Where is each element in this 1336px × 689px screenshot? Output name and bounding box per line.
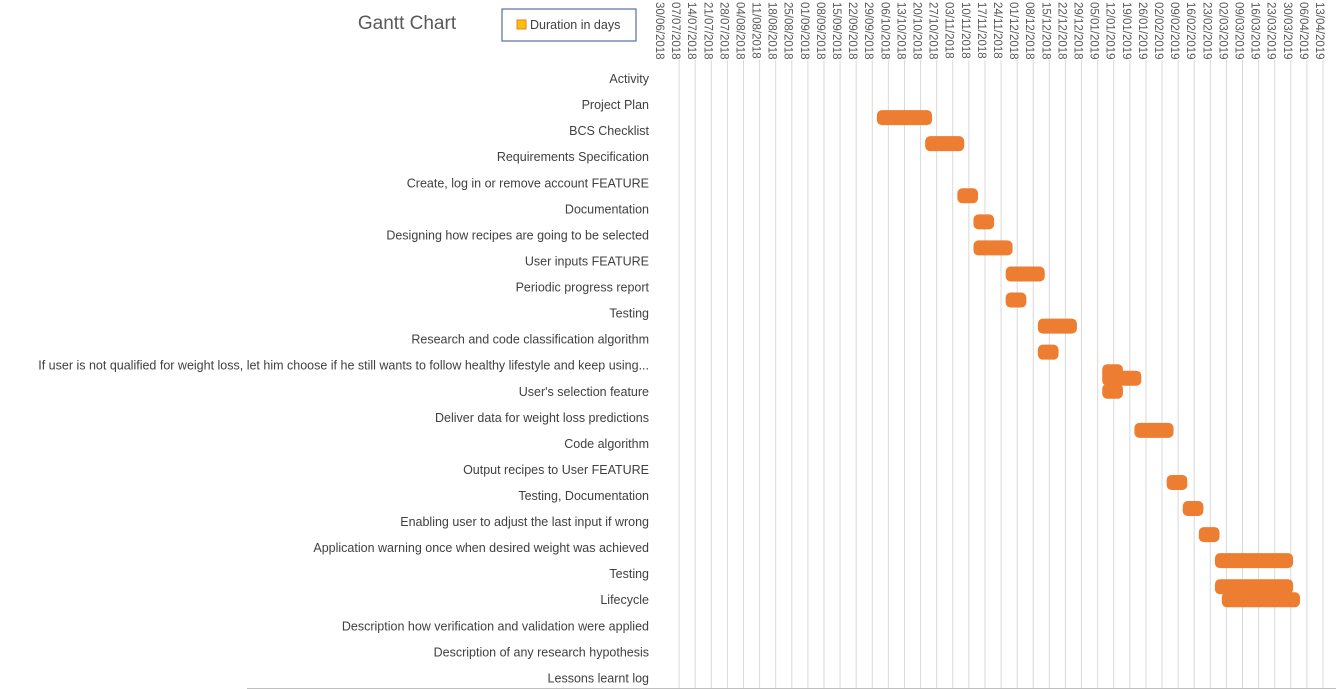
gantt-bar xyxy=(1166,474,1188,490)
gantt-bar xyxy=(1102,383,1123,399)
x-tick-label: 17/11/2018 xyxy=(975,2,987,59)
gantt-bar xyxy=(1005,292,1027,308)
x-tick-label: 22/09/2018 xyxy=(846,2,858,60)
x-tick-label: 21/07/2018 xyxy=(701,2,713,60)
gantt-bars xyxy=(876,110,1301,608)
gantt-bar xyxy=(1005,266,1045,282)
x-tick-label: 07/07/2018 xyxy=(669,2,681,60)
x-tick-label: 02/03/2019 xyxy=(1216,2,1228,60)
category-label: Research and code classification algorit… xyxy=(411,333,649,347)
x-tick-label: 13/04/2019 xyxy=(1313,2,1325,60)
gantt-bar xyxy=(1214,553,1294,569)
category-labels: Activity Project Plan BCS Checklist Require… xyxy=(38,72,649,685)
x-tick-label: 01/09/2018 xyxy=(798,2,810,60)
category-label: Description of any research hypothesis xyxy=(434,645,649,659)
x-tick-label: 09/03/2019 xyxy=(1232,2,1244,60)
category-label: Deliver data for weight loss predictions xyxy=(435,411,649,425)
category-label: User inputs FEATURE xyxy=(525,254,649,268)
x-tick-label: 23/03/2019 xyxy=(1265,2,1277,60)
x-tick-label: 08/09/2018 xyxy=(814,2,826,60)
category-label: Requirements Specification xyxy=(497,150,649,164)
category-label: Enabling user to adjust the last input i… xyxy=(400,515,649,529)
x-tick-label: 28/07/2018 xyxy=(717,2,729,60)
category-label: Create, log in or remove account FEATURE xyxy=(407,176,649,190)
category-label: Lessons learnt log xyxy=(548,671,650,685)
category-label: Periodic progress report xyxy=(516,281,650,295)
x-tick-label: 18/08/2018 xyxy=(766,2,778,60)
gantt-bar xyxy=(973,214,995,230)
x-tick-label: 10/11/2018 xyxy=(959,2,971,59)
x-tick-label: 16/02/2019 xyxy=(1184,2,1196,60)
x-tick-label: 26/01/2019 xyxy=(1136,2,1148,60)
category-label: Testing, Documentation xyxy=(518,489,649,503)
gantt-bar xyxy=(1134,422,1174,438)
legend: Duration in days xyxy=(501,8,637,42)
gantt-bar xyxy=(1221,592,1301,608)
category-label: Application warning once when desired we… xyxy=(313,541,649,555)
category-label: Designing how recipes are going to be se… xyxy=(386,228,649,242)
x-tick-label: 15/09/2018 xyxy=(830,2,842,60)
gantt-bar xyxy=(1102,370,1142,386)
gantt-bar xyxy=(957,188,979,204)
category-label: Lifecycle xyxy=(600,593,649,607)
gantt-bar xyxy=(1198,527,1220,543)
x-tick-label: 13/10/2018 xyxy=(894,2,906,60)
category-label: Documentation xyxy=(565,202,649,216)
x-tick-label: 19/01/2019 xyxy=(1120,2,1132,60)
x-tick-label: 30/06/2018 xyxy=(653,2,665,60)
gantt-bar xyxy=(973,240,1013,256)
x-tick-label: 04/08/2018 xyxy=(733,2,745,60)
chart-title: Gantt Chart xyxy=(358,13,457,34)
x-tick-label: 06/04/2019 xyxy=(1297,2,1309,60)
legend-label: Duration in days xyxy=(530,18,620,32)
x-tick-label: 14/07/2018 xyxy=(685,2,697,60)
x-tick-label: 05/01/2019 xyxy=(1088,2,1100,60)
category-label: User's selection feature xyxy=(519,385,649,399)
x-axis-tick-labels: 30/06/2018 07/07/2018 14/07/2018 21/07/2018… xyxy=(653,2,1325,60)
category-label: If user is not qualified for weight loss… xyxy=(38,359,649,373)
category-label: Code algorithm xyxy=(564,437,649,451)
x-tick-label: 29/09/2018 xyxy=(862,2,874,60)
category-label: Project Plan xyxy=(582,98,649,112)
x-tick-label: 12/01/2019 xyxy=(1104,2,1116,60)
gantt-bar xyxy=(1037,344,1059,360)
category-label: Output recipes to User FEATURE xyxy=(463,463,649,477)
x-tick-label: 08/12/2018 xyxy=(1023,2,1035,60)
gantt-bar xyxy=(1214,579,1294,595)
x-tick-label: 15/12/2018 xyxy=(1039,2,1051,60)
gantt-bar xyxy=(1037,318,1077,334)
x-tick-label: 29/12/2018 xyxy=(1072,2,1084,60)
x-tick-label: 24/11/2018 xyxy=(991,2,1003,59)
x-tick-label: 03/11/2018 xyxy=(943,2,955,59)
x-tick-label: 11/08/2018 xyxy=(750,2,762,59)
gantt-bar xyxy=(1182,501,1204,517)
x-tick-label: 09/02/2019 xyxy=(1168,2,1180,60)
x-tick-label: 23/02/2019 xyxy=(1200,2,1212,60)
category-label: Testing xyxy=(609,307,649,321)
x-tick-label: 16/03/2019 xyxy=(1249,2,1261,60)
category-label: Testing xyxy=(609,567,649,581)
x-tick-label: 25/08/2018 xyxy=(782,2,794,60)
x-tick-label: 01/12/2018 xyxy=(1007,2,1019,60)
category-label: BCS Checklist xyxy=(569,124,649,138)
x-tick-label: 06/10/2018 xyxy=(878,2,890,60)
vertical-gridlines xyxy=(678,60,1324,688)
x-tick-label: 30/03/2019 xyxy=(1281,2,1293,60)
x-tick-label: 27/10/2018 xyxy=(927,2,939,60)
category-label: Description how verification and validat… xyxy=(342,619,649,633)
x-tick-label: 20/10/2018 xyxy=(911,2,923,60)
gantt-bar xyxy=(876,110,933,126)
x-tick-label: 22/12/2018 xyxy=(1055,2,1067,60)
gantt-bar xyxy=(925,136,965,152)
x-tick-label: 02/02/2019 xyxy=(1152,2,1164,60)
legend-swatch xyxy=(516,19,527,30)
category-label: Activity xyxy=(609,72,649,86)
